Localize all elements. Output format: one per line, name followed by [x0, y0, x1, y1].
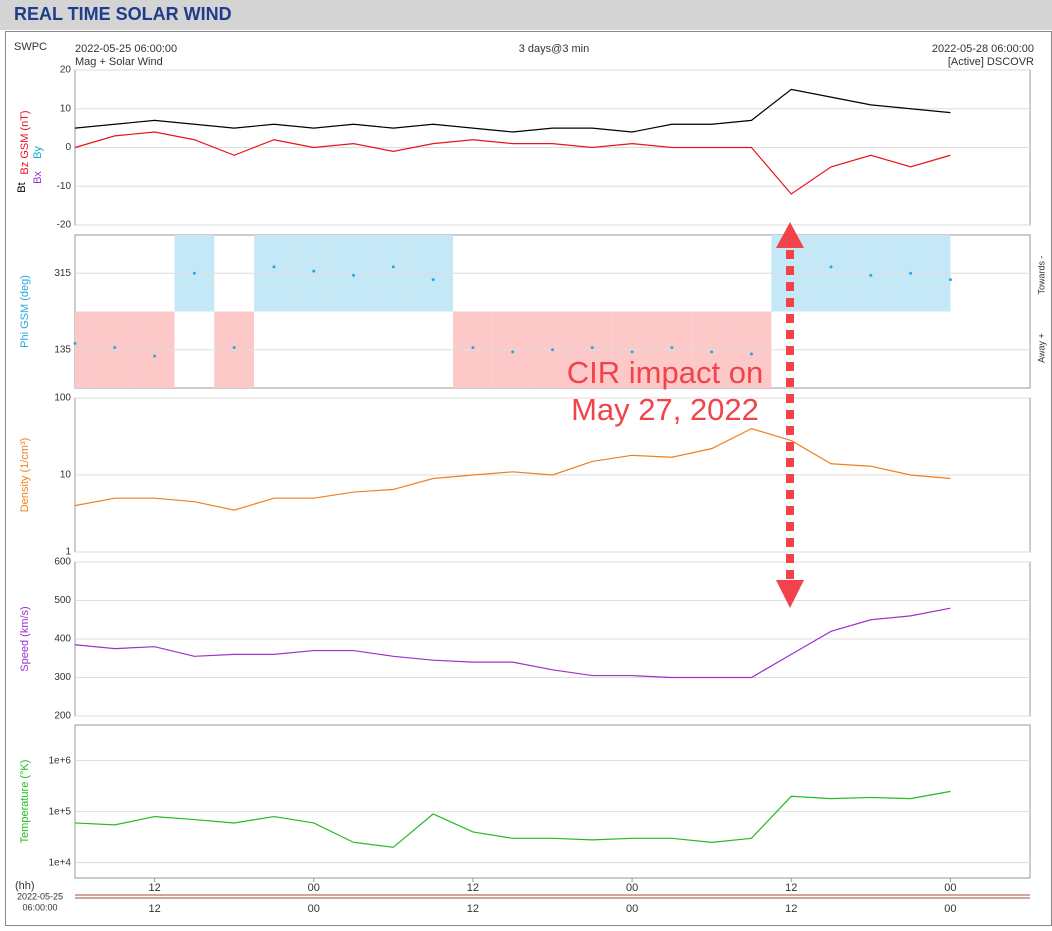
data-point: [391, 265, 395, 269]
x-tick-label: 12: [148, 882, 160, 894]
y-tick-label: 1e+5: [48, 806, 71, 817]
data-point: [749, 352, 753, 356]
x-tick-label: 00: [626, 882, 638, 894]
data-point: [312, 269, 316, 273]
annotation: CIR impact on May 27, 2022: [567, 222, 804, 608]
data-point: [272, 265, 276, 269]
y-tick-label: 300: [54, 672, 71, 683]
x-tick-label: 00: [308, 903, 320, 915]
y-tick-label: -20: [57, 220, 72, 231]
subtitle: Mag + Solar Wind: [75, 56, 163, 68]
y-tick-label: 500: [54, 595, 71, 606]
data-point: [670, 346, 674, 350]
y-axis-label: Temperature (°K): [19, 760, 31, 844]
data-line: [74, 131, 951, 195]
y-tick-label: 0: [65, 142, 71, 153]
x-tick-label: 00: [944, 882, 956, 894]
data-point: [829, 265, 833, 269]
start-time: 2022-05-25 06:00:00: [75, 43, 177, 55]
data-point: [710, 350, 714, 354]
x-tick-label: 12: [785, 903, 797, 915]
data-line: [74, 427, 951, 511]
y-axis-label: Speed (km/s): [19, 606, 31, 671]
y-tick-label: 100: [54, 393, 71, 404]
plot-area: [74, 724, 1031, 879]
y-tick-label: 10: [60, 103, 72, 114]
y-tick-label: 1: [65, 547, 71, 558]
x-tick-label: 00: [944, 903, 956, 915]
y-axis-label: Density (1/cm³): [19, 438, 31, 513]
data-point: [153, 354, 157, 358]
y-tick-label: -10: [57, 181, 72, 192]
source: SWPC: [14, 41, 47, 53]
annotation-text: CIR impact on: [567, 355, 763, 390]
arrow-head: [776, 580, 804, 608]
y-tick-label: 1e+6: [48, 755, 71, 766]
data-point: [232, 346, 236, 350]
side-label: Away +: [1036, 333, 1046, 363]
legend-label: Bt: [16, 182, 28, 192]
arrow-head: [776, 222, 804, 248]
x-tick-label: 12: [467, 903, 479, 915]
data-point: [471, 346, 475, 350]
data-point: [73, 341, 77, 345]
x-tick-label: 12: [467, 882, 479, 894]
data-point: [511, 350, 515, 354]
legend-label: Bz GSM (nT): [19, 110, 31, 174]
x-tick-label: 00: [308, 882, 320, 894]
legend-label: Bx: [32, 171, 44, 184]
data-point: [869, 273, 873, 277]
spacecraft: [Active] DSCOVR: [948, 56, 1034, 68]
y-tick-label: 20: [60, 65, 72, 76]
x-start-date: 2022-05-25: [17, 891, 63, 901]
span: 3 days@3 min: [519, 43, 589, 55]
plots: -20 -10 0 10 20 Bt Bz GSM (nT)Bx By 135 315 Phi GS…: [16, 65, 1046, 915]
side-label: Towards -: [1036, 255, 1046, 294]
data-line: [74, 88, 951, 133]
x-start-time: 06:00:00: [22, 902, 57, 912]
data-point: [551, 348, 554, 352]
data-point: [630, 350, 634, 354]
x-tick-label: 12: [785, 882, 797, 894]
x-unit: (hh): [15, 880, 35, 892]
x-tick-label: 00: [626, 903, 638, 915]
header-bar: [0, 0, 1052, 30]
data-point: [909, 271, 913, 275]
y-axis-label: Phi GSM (deg): [19, 275, 31, 348]
data-line: [74, 607, 951, 679]
data-point: [431, 278, 435, 282]
y-tick-label: 315: [54, 268, 71, 279]
y-tick-label: 10: [60, 470, 72, 481]
legend-label: By: [32, 146, 44, 159]
data-point: [192, 271, 196, 275]
y-tick-label: 135: [54, 344, 71, 355]
y-tick-label: 1e+4: [48, 857, 71, 868]
x-tick-label: 12: [148, 903, 160, 915]
data-point: [948, 278, 952, 282]
end-time: 2022-05-28 06:00:00: [932, 43, 1034, 55]
y-tick-label: 200: [54, 711, 71, 722]
data-point: [590, 346, 594, 350]
y-tick-label: 600: [54, 557, 71, 568]
annotation-text: May 27, 2022: [571, 392, 759, 427]
page-title: REAL TIME SOLAR WIND: [14, 4, 232, 24]
data-point: [113, 346, 117, 350]
data-point: [352, 273, 356, 277]
data-line: [74, 790, 951, 848]
y-tick-label: 400: [54, 634, 71, 645]
